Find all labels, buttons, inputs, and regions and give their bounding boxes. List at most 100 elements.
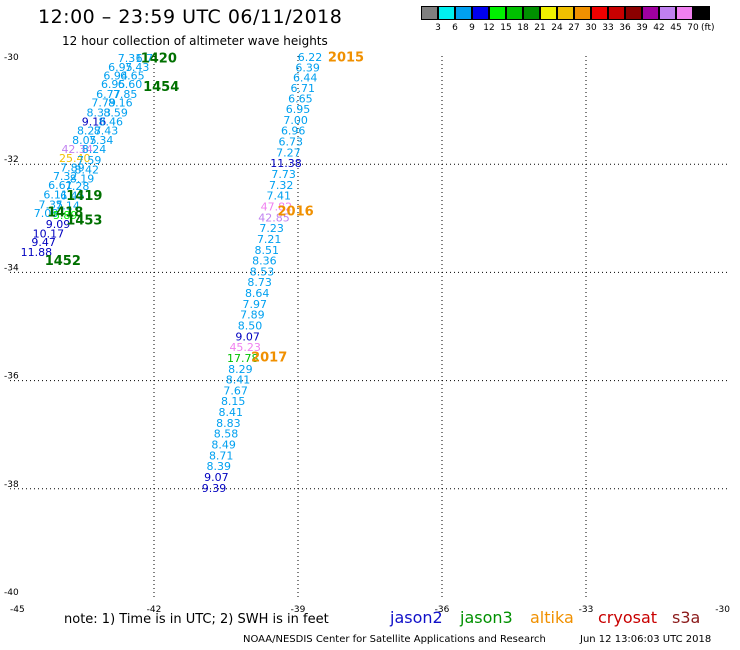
y-tick-label: -30 <box>4 53 19 63</box>
color-scale-label: 18 <box>517 23 529 33</box>
wave-height-point: 7.43 <box>125 61 150 74</box>
wave-height-point: 8.41 <box>219 406 244 419</box>
color-scale-label: 3 <box>435 23 441 33</box>
wave-height-point: 8.71 <box>209 449 234 462</box>
wave-height-point: 7.34 <box>89 134 114 147</box>
x-tick-label: -30 <box>715 605 730 615</box>
color-scale-label: 39 <box>636 23 648 33</box>
satellite-legend-jason2: jason2 <box>390 608 443 627</box>
wave-height-point: 7.79 <box>91 97 116 110</box>
wave-height-point: 9.07 <box>204 471 229 484</box>
wave-height-point: 7.35 <box>39 198 64 211</box>
color-scale-unit: (ft) <box>701 23 715 33</box>
satellite-legend-s3a: s3a <box>672 608 701 627</box>
wave-height-point: 11.88 <box>21 246 53 259</box>
wave-height-point: 7.89 <box>60 162 85 175</box>
credit-text: NOAA/NESDIS Center for Satellite Applica… <box>243 634 546 645</box>
wave-height-point: 8.39 <box>207 460 232 473</box>
color-scale-label: 9 <box>469 23 475 33</box>
wave-height-point: 7.89 <box>240 309 265 322</box>
wave-height-point: 6.73 <box>279 136 304 149</box>
x-tick-label: -33 <box>579 605 594 615</box>
wave-height-point: 8.29 <box>228 363 253 376</box>
wave-height-point: 9.47 <box>31 236 56 249</box>
wave-height-point: 6.94 <box>103 70 128 83</box>
color-scale-swatch <box>557 6 574 20</box>
wave-height-point: 8.50 <box>238 320 263 333</box>
y-tick-label: -40 <box>4 588 19 598</box>
wave-height-point: 7.27 <box>276 146 301 159</box>
time-annotation: 2016 <box>278 204 314 219</box>
time-annotation: 1420 <box>141 52 177 67</box>
color-scale-swatch <box>693 6 710 20</box>
wave-height-point: 42.85 <box>258 211 290 224</box>
color-scale-swatch <box>608 6 625 20</box>
wave-height-point: 8.59 <box>103 106 128 119</box>
time-annotation: 2015 <box>328 51 364 66</box>
satellite-legend-altika: altika <box>530 608 574 627</box>
color-scale-label: 21 <box>534 23 546 33</box>
wave-height-point: 7.59 <box>77 154 102 167</box>
wave-height-point: 8.27 <box>77 125 102 138</box>
color-scale-label: 27 <box>568 23 580 33</box>
wave-height-point: 9.39 <box>202 482 227 495</box>
x-tick-label: -36 <box>435 605 450 615</box>
color-scale-swatch <box>676 6 693 20</box>
wave-height-point: 7.31 <box>118 52 143 65</box>
color-scale-label: 42 <box>653 23 665 33</box>
wave-height-point: 7.32 <box>269 179 294 192</box>
time-annotation: 1453 <box>66 214 102 229</box>
wave-height-point: 6.39 <box>295 61 320 74</box>
satellite-legend-cryosat: cryosat <box>598 608 658 627</box>
color-scale-label: 15 <box>500 23 512 33</box>
wave-height-point: 8.15 <box>221 395 246 408</box>
wave-height-point: 7.23 <box>259 222 284 235</box>
wave-height-point: 7.21 <box>257 233 282 246</box>
wave-height-point: 8.41 <box>226 374 251 387</box>
wave-height-point: 6.95 <box>286 103 311 116</box>
color-scale-label: 12 <box>483 23 495 33</box>
color-scale-swatch <box>438 6 455 20</box>
wave-height-point: 9.16 <box>82 116 107 129</box>
wave-height-point: 8.05 <box>72 134 97 147</box>
wave-height-point: 7.32 <box>53 170 78 183</box>
time-annotation: 1454 <box>143 80 179 95</box>
wave-height-point: 6.71 <box>291 82 316 95</box>
wave-height-point: 6.45 <box>60 190 85 203</box>
color-scale-swatch <box>574 6 591 20</box>
color-scale-label: 24 <box>551 23 563 33</box>
wave-height-points: 7.316.76.957.436.946.656.956.606.777.857… <box>21 51 323 495</box>
wave-height-point: 6.77 <box>96 88 121 101</box>
color-scale-swatch <box>489 6 506 20</box>
time-annotation: 2017 <box>251 350 287 365</box>
generated-timestamp: Jun 12 13:06:03 UTC 2018 <box>580 634 712 645</box>
wave-height-point: 6.60 <box>118 78 143 91</box>
wave-height-point: 7.00 <box>283 114 308 127</box>
chart-subtitle: 12 hour collection of altimeter wave hei… <box>62 34 328 48</box>
wave-height-point: 8.73 <box>247 276 272 289</box>
wave-height-point: 9.07 <box>235 330 260 343</box>
wave-height-point: 8.33 <box>87 106 112 119</box>
wave-height-point: 7.85 <box>113 88 138 101</box>
wave-height-point: 8.43 <box>94 125 119 138</box>
x-tick-label: -45 <box>10 605 25 615</box>
time-annotation: 1419 <box>66 189 102 204</box>
wave-height-point: 7.14 <box>55 199 80 212</box>
color-scale-swatch <box>625 6 642 20</box>
wave-height-point: 7.97 <box>243 298 268 311</box>
wave-height-point: 6.7 <box>136 52 154 65</box>
wave-height-point: 5.89 <box>53 209 78 222</box>
wave-height-point: 47.82 <box>261 200 293 213</box>
wave-height-point: 8.19 <box>70 172 95 185</box>
wave-height-point: 17.78 <box>227 352 259 365</box>
footer-note: note: 1) Time is in UTC; 2) SWH is in fe… <box>64 612 329 627</box>
wave-height-point: 8.42 <box>75 164 100 177</box>
wave-height-point: 8.49 <box>211 439 236 452</box>
color-scale-label: 45 <box>670 23 682 33</box>
wave-height-point: 6.95 <box>101 78 126 91</box>
color-scale-swatch <box>506 6 523 20</box>
wave-height-point: 8.51 <box>255 244 280 257</box>
wave-height-point: 7.67 <box>223 384 248 397</box>
